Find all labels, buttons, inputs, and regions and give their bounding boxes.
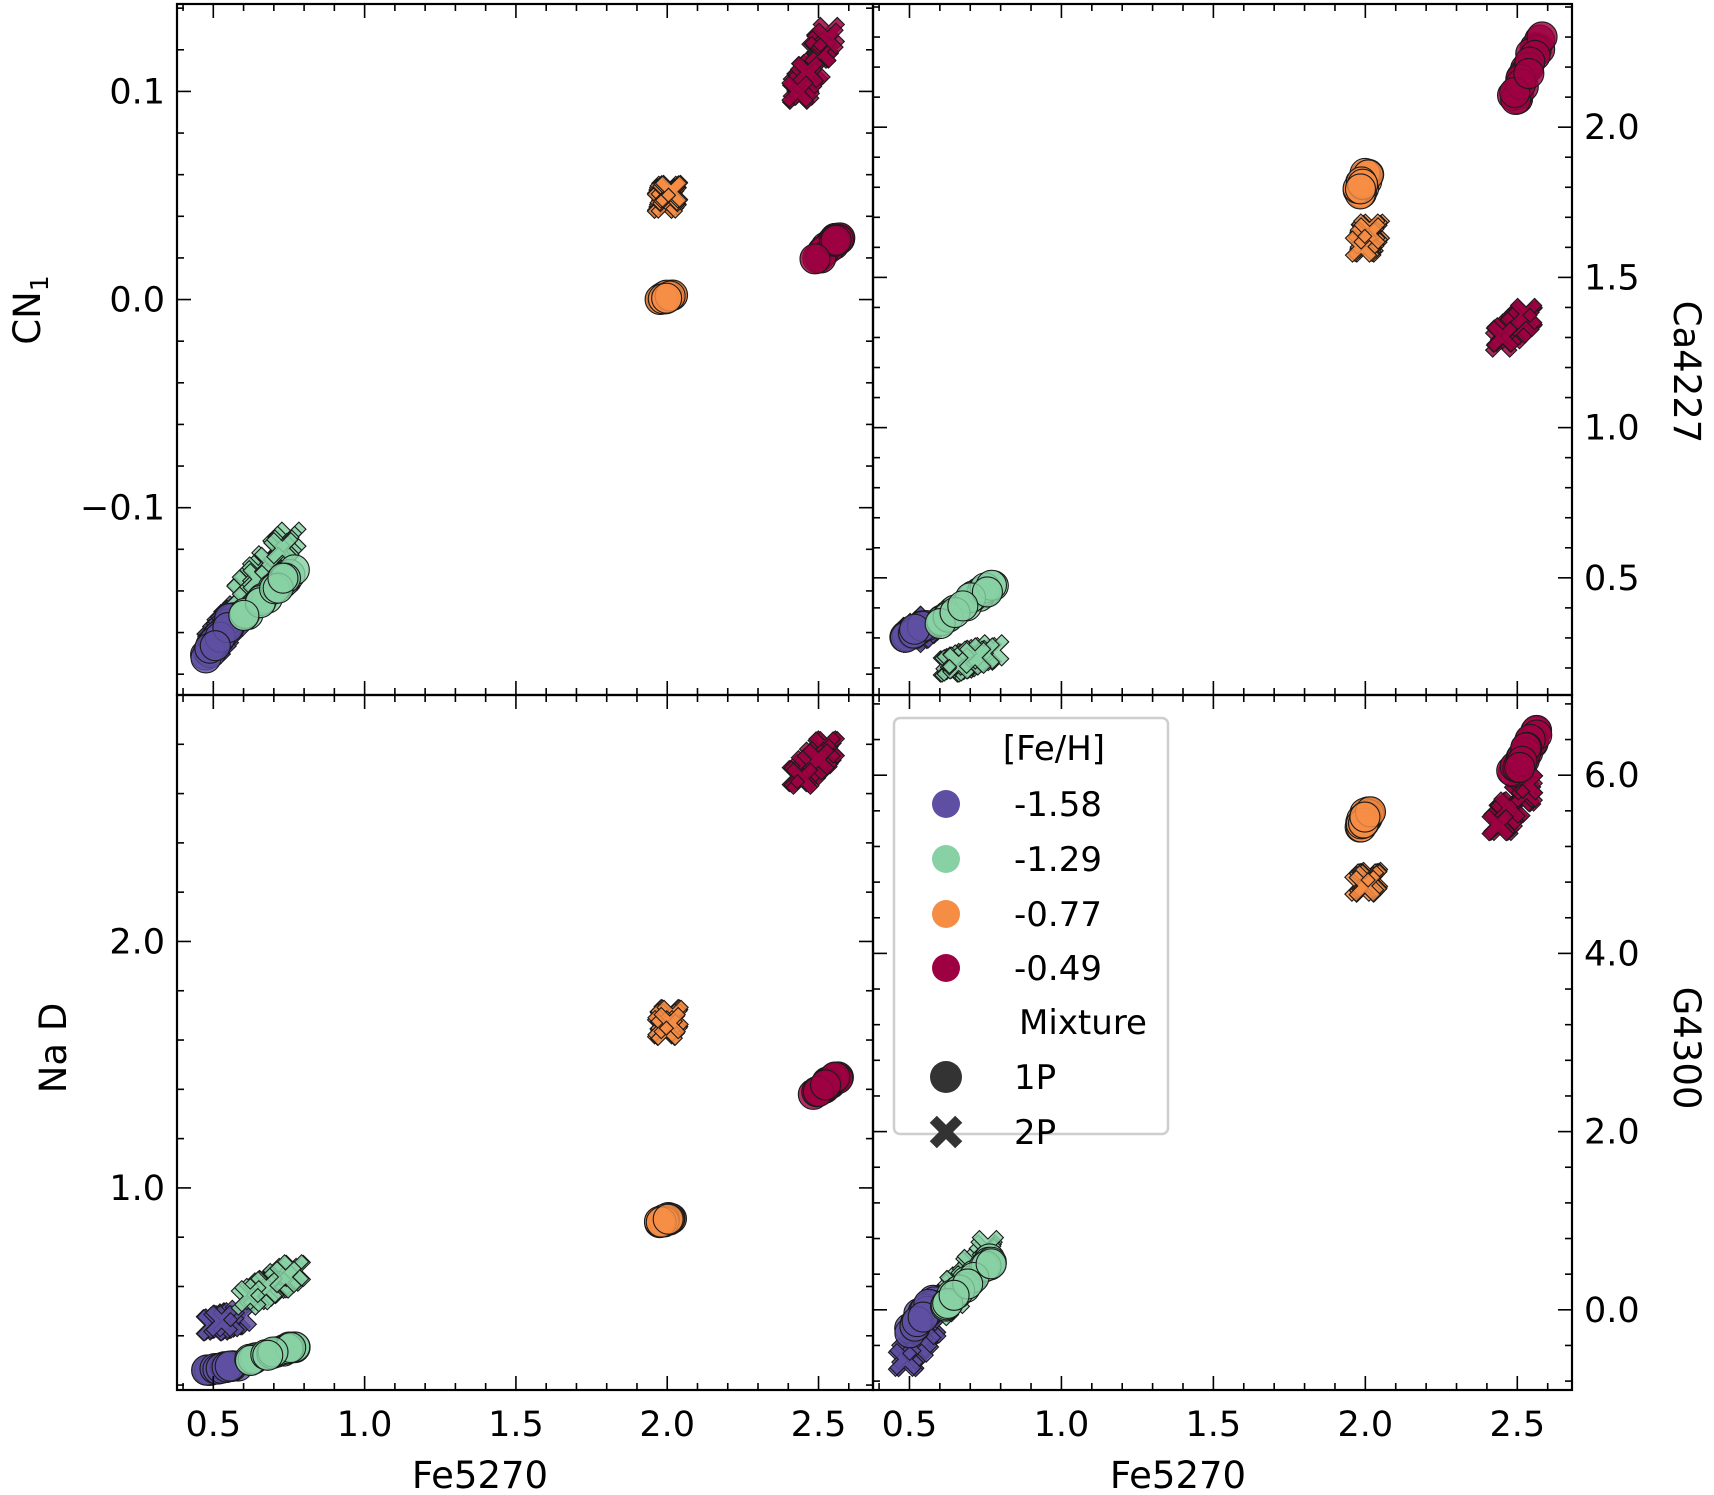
panel-bottom-right-frame bbox=[871, 693, 1574, 1392]
data-marks bbox=[190, 16, 1558, 1387]
legend: [Fe/H] -1.58 -1.29 -0.77 -0.49 Mixture 1… bbox=[892, 716, 1170, 1153]
point-top-right-feh0-49-1p-21 bbox=[1513, 57, 1545, 90]
x-tick-label-bottom-right-2: 2.0 bbox=[1338, 1405, 1394, 1445]
point-bottom-right-feh0-49-1p-21 bbox=[1504, 751, 1536, 783]
legend-marker-1p-circle bbox=[930, 1061, 962, 1093]
panel-top-right-marks bbox=[889, 21, 1558, 683]
x-axis-label-right: Fe5270 bbox=[1110, 1454, 1246, 1495]
y-axis-label-cn1-main: CN bbox=[6, 291, 49, 345]
point-top-left-feh0-49-1p-21 bbox=[799, 243, 831, 275]
x-tick-label-bottom-left-0-5: 0.5 bbox=[185, 1405, 241, 1445]
y-axis-label-g4300: G4300 bbox=[1665, 987, 1708, 1110]
point-bottom-right-feh1-29-1p-21 bbox=[938, 1279, 970, 1311]
legend-marker-feh-0-77 bbox=[932, 900, 960, 928]
point-top-left-feh0-77-2p-33 bbox=[660, 187, 677, 203]
point-bottom-right-feh0-49-2p-33 bbox=[1514, 783, 1531, 800]
y-tick-label-top-left-0-1: 0.1 bbox=[109, 72, 165, 112]
legend-frame bbox=[892, 716, 1170, 1136]
x-axis-label-left: Fe5270 bbox=[412, 1454, 548, 1495]
x-tick-label-bottom-right-0-5: 0.5 bbox=[882, 1405, 938, 1445]
point-bottom-right-feh1-29-1p-16 bbox=[975, 1248, 1007, 1280]
legend-label-feh-0-77: -0.77 bbox=[1014, 895, 1102, 935]
point-top-left-feh1-29-1p-17 bbox=[228, 599, 260, 631]
point-bottom-left-feh1-29-2p-32 bbox=[269, 1260, 302, 1294]
y-tick-label-bottom-left-2: 2.0 bbox=[109, 922, 165, 962]
y-axis-label-ca4227: Ca4227 bbox=[1665, 301, 1708, 444]
legend-marker-feh-0-49 bbox=[932, 954, 960, 982]
legend-marker-2p-x bbox=[929, 1115, 963, 1149]
y-tick-label-bottom-right-2: 2.0 bbox=[1584, 1113, 1640, 1153]
point-bottom-left-feh0-49-1p-21 bbox=[809, 1069, 842, 1101]
point-top-right-feh0-77-1p-21 bbox=[1344, 173, 1377, 205]
point-bottom-right-feh0-49-2p-32 bbox=[1481, 808, 1515, 842]
legend-label-feh-0-49: -0.49 bbox=[1014, 949, 1102, 989]
point-bottom-right-feh0-77-1p-21 bbox=[1349, 801, 1381, 833]
point-bottom-right-feh0-77-2p-33 bbox=[1360, 872, 1376, 888]
point-top-right-feh1-58-1p-21 bbox=[899, 613, 931, 645]
point-top-left-feh0-77-1p-21 bbox=[651, 282, 683, 314]
x-tick-label-bottom-right-1-5: 1.5 bbox=[1186, 1405, 1242, 1445]
legend-label-feh-1-29: -1.29 bbox=[1014, 840, 1102, 880]
svg-text:CN1: CN1 bbox=[6, 275, 54, 344]
legend-title-mixture: Mixture bbox=[1019, 1003, 1147, 1043]
point-top-left-feh0-49-2p-32 bbox=[781, 75, 814, 108]
legend-marker-feh-1-58 bbox=[932, 790, 960, 818]
point-top-left-feh1-58-1p-21 bbox=[199, 630, 231, 662]
x-tick-label-bottom-right-2-5: 2.5 bbox=[1489, 1405, 1545, 1445]
y-tick-label-bottom-left-1: 1.0 bbox=[109, 1169, 165, 1209]
y-tick-label-bottom-right-4: 4.0 bbox=[1584, 934, 1640, 974]
y-tick-label-top-right-0-5: 0.5 bbox=[1584, 559, 1640, 599]
point-top-left-feh0-49-2p-33 bbox=[812, 37, 828, 53]
point-top-right-feh0-49-2p-31 bbox=[1486, 320, 1519, 353]
point-bottom-left-feh0-49-2p-33 bbox=[789, 773, 806, 790]
y-axis-label-cn1-sub: 1 bbox=[25, 275, 54, 291]
point-bottom-left-feh1-58-2p-33 bbox=[222, 1311, 239, 1328]
point-top-right-feh1-29-1p-21 bbox=[947, 590, 979, 622]
point-bottom-right-feh1-58-2p-33 bbox=[901, 1345, 918, 1362]
point-top-left-feh0-49-1p-20 bbox=[820, 224, 852, 256]
panel-bottom-left-marks bbox=[191, 730, 854, 1387]
legend-label-2p: 2P bbox=[1014, 1113, 1056, 1153]
x-tick-label-bottom-left-1: 1.0 bbox=[337, 1405, 393, 1445]
y-axis-label-cn1: CN1 bbox=[6, 275, 54, 344]
x-tick-label-bottom-left-2-5: 2.5 bbox=[791, 1405, 847, 1445]
point-bottom-left-feh0-77-1p-21 bbox=[652, 1203, 684, 1235]
axes: −0.1 0.0 0.1 0.5 1.0 1.5 2.0 0.5 1.0 1.5 2.0 2.5 1.0… bbox=[80, 2, 1640, 1445]
y-tick-label-bottom-right-6: 6.0 bbox=[1584, 756, 1640, 796]
panel-top-left-marks bbox=[190, 16, 856, 674]
y-tick-label-top-left-0-1: −0.1 bbox=[80, 489, 165, 529]
point-bottom-left-feh0-77-2p-33 bbox=[658, 1020, 675, 1036]
point-top-right-feh1-29-2p-33 bbox=[941, 658, 958, 675]
x-tick-label-bottom-right-1: 1.0 bbox=[1034, 1405, 1090, 1445]
x-tick-label-bottom-left-1-5: 1.5 bbox=[488, 1405, 544, 1445]
y-tick-label-top-right-1-5: 1.5 bbox=[1584, 258, 1640, 298]
point-bottom-left-feh1-29-2p-33 bbox=[250, 1287, 266, 1304]
point-top-right-feh1-29-1p-20 bbox=[971, 576, 1003, 608]
legend-marker-feh-1-29 bbox=[932, 845, 960, 873]
y-axis-label-nad: Na D bbox=[32, 1003, 75, 1094]
y-tick-label-top-left-0: 0.0 bbox=[109, 281, 165, 321]
y-tick-label-top-right-2: 2.0 bbox=[1584, 108, 1640, 148]
y-tick-label-top-right-1: 1.0 bbox=[1584, 409, 1640, 449]
y-tick-label-bottom-right-0: 0.0 bbox=[1584, 1291, 1640, 1331]
legend-label-feh-1-58: -1.58 bbox=[1014, 785, 1102, 825]
panel-bottom-right-marks bbox=[887, 714, 1553, 1378]
point-top-right-feh0-49-2p-33 bbox=[1522, 307, 1538, 324]
legend-label-1p: 1P bbox=[1014, 1058, 1056, 1098]
point-top-right-feh1-29-2p-32 bbox=[958, 641, 992, 675]
x-tick-label-bottom-left-2: 2.0 bbox=[639, 1405, 695, 1445]
point-top-left-feh1-29-1p-21 bbox=[267, 562, 299, 594]
point-bottom-left-feh1-29-1p-21 bbox=[252, 1339, 284, 1371]
legend-title-feh: [Fe/H] bbox=[1003, 729, 1105, 769]
point-top-right-feh0-77-2p-33 bbox=[1357, 228, 1373, 245]
